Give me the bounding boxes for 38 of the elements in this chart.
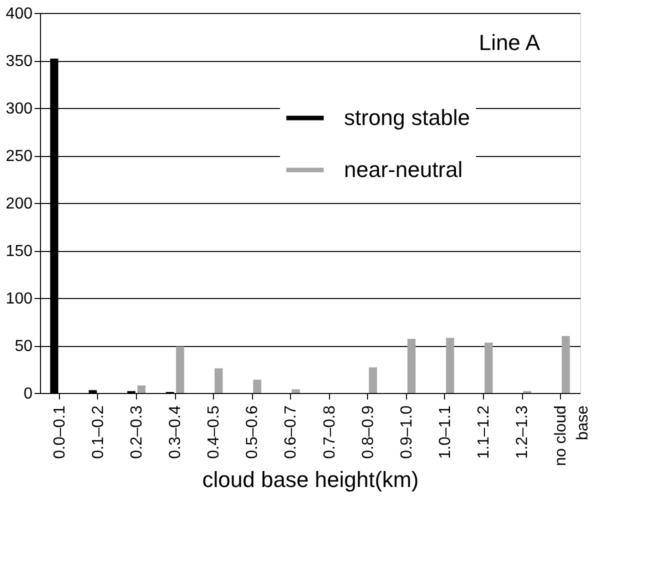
- y-tick-label: 200: [6, 196, 33, 212]
- bar: [137, 385, 146, 393]
- x-tick-label: 0.5–0.6: [244, 405, 262, 459]
- y-tick-label: 50: [14, 338, 33, 355]
- bar: [484, 342, 493, 393]
- y-tick-label: 150: [6, 243, 33, 260]
- bar: [214, 368, 223, 393]
- x-tick-label: 0.0–0.1: [51, 405, 68, 459]
- bar: [88, 390, 97, 393]
- y-tick-label: 250: [6, 148, 33, 165]
- x-tick-label: 0.9–1.0: [398, 405, 416, 459]
- x-tick-label: 0.1–0.2: [90, 405, 107, 459]
- x-tick-label: 1.1–1.2: [476, 405, 493, 459]
- bar: [253, 380, 262, 393]
- legend-label: strong stable: [344, 105, 470, 130]
- bar: [562, 336, 570, 393]
- y-tick-label: 0: [24, 386, 33, 402]
- annotation: Line A: [478, 30, 540, 55]
- x-tick-label: 0.2–0.3: [128, 405, 146, 459]
- bar: [368, 367, 377, 393]
- x-tick-label: 0.6–0.7: [282, 405, 300, 459]
- y-tick-label: 400: [6, 6, 33, 22]
- y-tick-label: 350: [6, 53, 33, 70]
- y-tick-label: 300: [6, 100, 33, 118]
- x-tick-label: 1.2–1.3: [514, 405, 532, 459]
- x-axis-title: cloud base height(km): [202, 466, 419, 492]
- x-tick-label: no cloud base: [552, 405, 592, 466]
- x-tick-label: 1.0–1.1: [437, 405, 454, 459]
- bar: [446, 338, 454, 393]
- x-tick-label: 0.3–0.4: [167, 405, 184, 459]
- y-tick-label: 100: [6, 290, 33, 308]
- x-tick-label: 0.4–0.5: [206, 405, 223, 459]
- legend-label: near-neutral: [344, 157, 463, 182]
- bar: [407, 338, 416, 393]
- bar: [292, 389, 300, 393]
- x-tick-label: 0.8–0.9: [360, 405, 377, 459]
- x-tick-label: 0.7–0.8: [321, 405, 338, 459]
- bar: [176, 346, 184, 393]
